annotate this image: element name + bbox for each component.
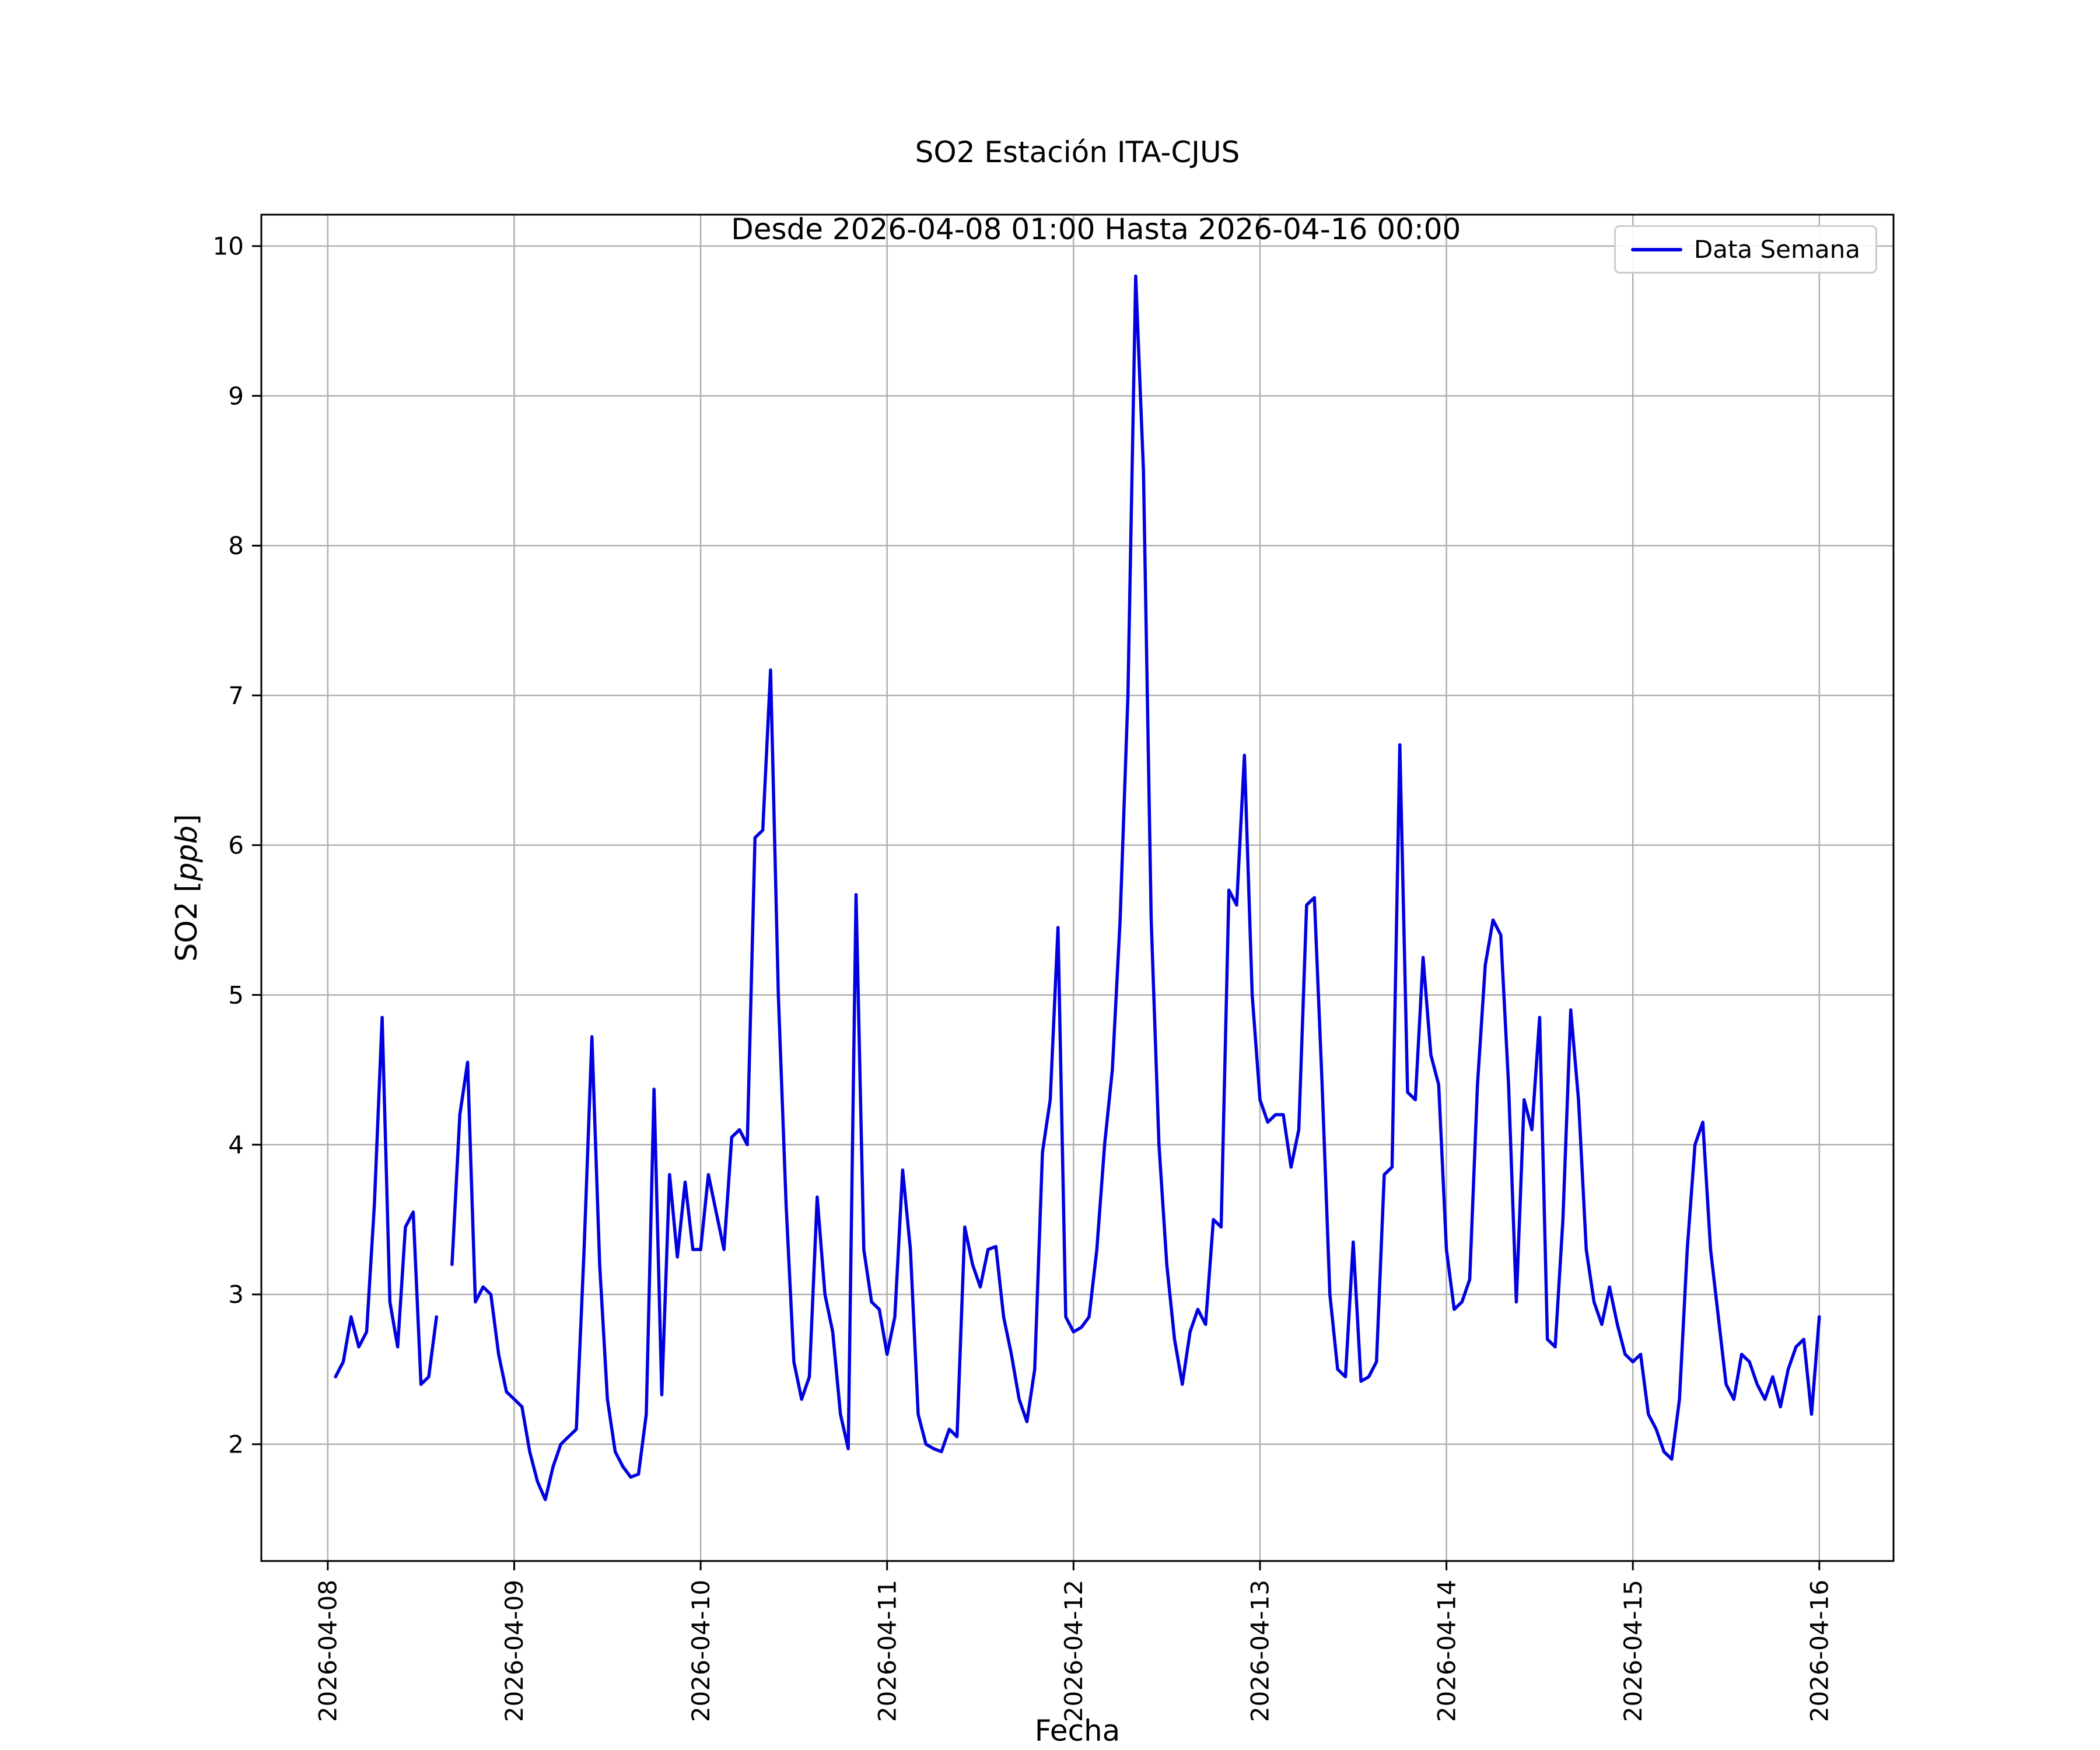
y-tick-label: 8	[228, 531, 244, 560]
x-tick-label: 2026-04-11	[873, 1580, 901, 1722]
data-series-line	[334, 274, 1821, 1502]
x-tick-label: 2026-04-15	[1619, 1580, 1647, 1722]
x-tick-label: 2026-04-16	[1805, 1580, 1834, 1722]
y-tick-label: 4	[228, 1130, 244, 1159]
y-tick-label: 9	[228, 382, 244, 410]
y-axis-label-unit: ppb	[170, 825, 204, 881]
x-axis-label: Fecha	[1034, 1714, 1121, 1748]
y-tick-label: 3	[228, 1280, 244, 1309]
x-tick-label: 2026-04-10	[687, 1580, 715, 1722]
y-tick-label: 10	[213, 232, 244, 261]
legend: Data Semana	[1614, 225, 1877, 274]
chart-title-line2: Desde 2026-04-08 01:00 Hasta 2026-04-16 …	[731, 212, 1461, 246]
plot-border	[260, 214, 1895, 1562]
y-tick-label: 7	[228, 681, 244, 710]
y-axis-label-suffix: ]	[170, 814, 204, 825]
y-axis-label-prefix: SO2 [	[170, 881, 204, 962]
y-tick-label: 2	[228, 1430, 244, 1459]
chart-title-line1: SO2 Estación ITA-CJUS	[915, 135, 1240, 169]
x-tick-label: 2026-04-12	[1059, 1580, 1088, 1722]
y-tick-label: 5	[228, 981, 244, 1009]
legend-line-swatch	[1630, 247, 1682, 251]
x-tick-label: 2026-04-14	[1432, 1580, 1461, 1722]
x-tick-label: 2026-04-13	[1246, 1580, 1275, 1722]
x-tick-label: 2026-04-09	[500, 1580, 528, 1722]
x-tick-label: 2026-04-08	[314, 1580, 342, 1722]
chart-title: SO2 Estación ITA-CJUS Desde 2026-04-08 0…	[261, 133, 1894, 287]
y-axis-label: SO2 [ppb]	[170, 814, 204, 961]
y-tick-label: 6	[228, 831, 244, 860]
legend-label: Data Semana	[1693, 235, 1860, 264]
